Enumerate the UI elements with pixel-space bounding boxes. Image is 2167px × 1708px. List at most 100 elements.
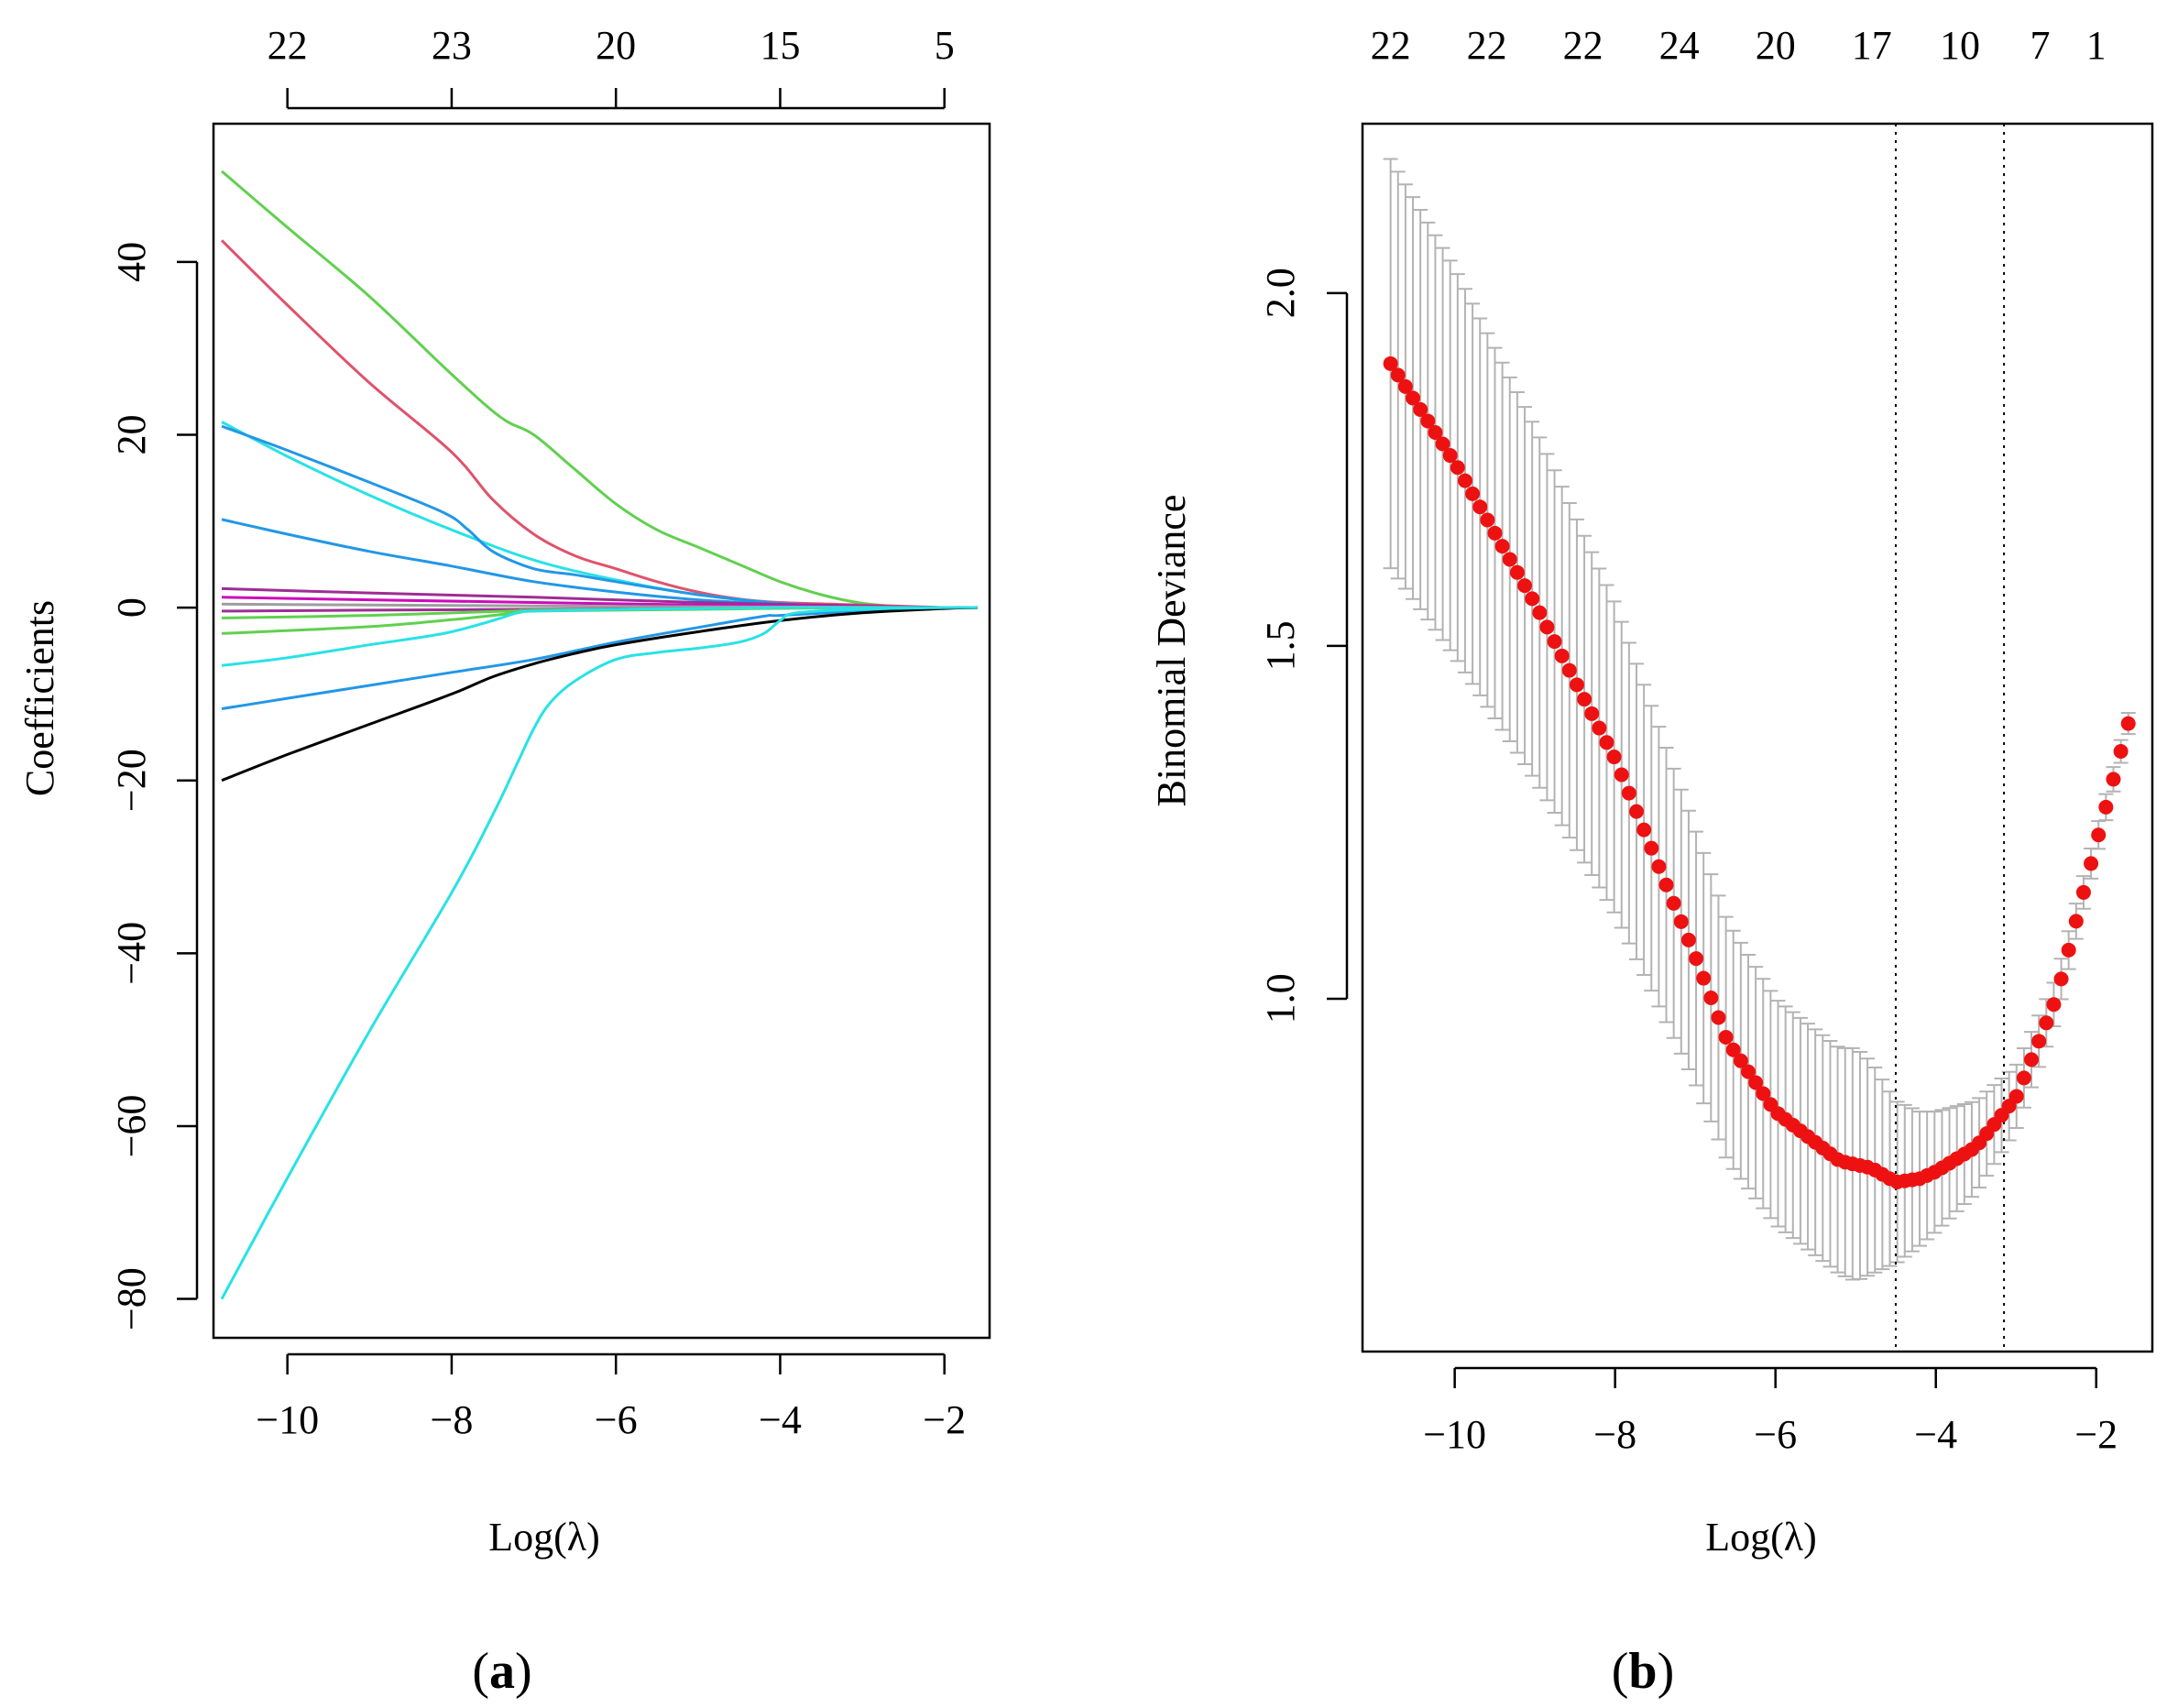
panel-label-b-letter: b: [1628, 1643, 1657, 1700]
a-x-tick-label: −8: [431, 1397, 474, 1442]
b-deviance-point: [1435, 436, 1450, 452]
b-deviance-point: [1592, 720, 1607, 736]
b-deviance-point: [1532, 605, 1548, 620]
b-deviance-point: [2113, 744, 2129, 760]
b-deviance-point: [1725, 1042, 1741, 1057]
a-x-tick-label: −10: [256, 1397, 319, 1442]
b-x-tick-label: −2: [2074, 1412, 2118, 1457]
panel-label-b: (b): [1612, 1643, 1674, 1700]
b-top-tick-label: 1: [2086, 23, 2107, 68]
b-deviance-point: [1569, 677, 1584, 693]
b-deviance-point: [2016, 1070, 2031, 1086]
b-y-tick-label: 1.0: [1258, 973, 1303, 1024]
b-deviance-point: [1457, 473, 1472, 488]
b-deviance-point: [1614, 767, 1629, 783]
a-series-line-black: [221, 606, 978, 783]
a-y-tick-label: −40: [109, 922, 154, 985]
b-x-tick-label: −8: [1593, 1412, 1636, 1457]
b-deviance-point: [1718, 1029, 1734, 1045]
b-deviance-point: [1666, 895, 1681, 911]
a-x-axis-title: Log(λ): [488, 1515, 600, 1560]
b-y-axis-title: Binomial Deviance: [1149, 495, 1194, 807]
b-deviance-point: [1539, 619, 1555, 635]
a-series-line-green: [221, 170, 978, 609]
b-deviance-point: [2024, 1052, 2040, 1068]
b-y-tick-label: 2.0: [1258, 268, 1303, 318]
b-top-tick-label: 17: [1852, 23, 1892, 68]
b-deviance-point: [1428, 424, 1443, 440]
b-deviance-point: [2091, 827, 2107, 843]
b-deviance-point: [1711, 1010, 1726, 1025]
b-deviance-point: [1748, 1075, 1764, 1090]
a-top-tick-label: 23: [432, 23, 472, 68]
a-x-tick-label: −6: [595, 1397, 638, 1442]
b-lambda-reference-lines: [1894, 124, 2006, 1352]
b-deviance-point: [1413, 401, 1428, 417]
b-deviance-point: [1494, 539, 1510, 554]
b-deviance-point: [1644, 840, 1659, 856]
b-deviance-point: [1442, 448, 1458, 464]
b-x-tick-label: −6: [1754, 1412, 1797, 1457]
panel-label-a-letter: a: [489, 1643, 515, 1700]
b-deviance-point: [1450, 460, 1465, 476]
b-deviance-point: [1406, 390, 1421, 406]
b-top-tick-label: 22: [1371, 23, 1411, 68]
b-deviance-point: [1629, 804, 1645, 819]
b-deviance-point: [1465, 486, 1481, 501]
b-deviance-point: [1561, 662, 1577, 678]
a-axes: −10 −8 −6 −4 −2 −80 −60 −40 −20 0 20 40 22 23 20 15 5: [109, 23, 966, 1442]
b-top-tick-label: 20: [1756, 23, 1796, 68]
b-deviance-point: [1397, 378, 1413, 394]
b-x-axis-title: Log(λ): [1705, 1515, 1817, 1560]
b-deviance-point: [1584, 706, 1600, 721]
b-x-tick-label: −10: [1423, 1412, 1486, 1457]
a-top-tick-label: 5: [935, 23, 955, 68]
b-deviance-point: [1480, 512, 1495, 528]
b-deviance-point: [2053, 971, 2069, 987]
a-y-tick-label: −60: [109, 1095, 154, 1158]
b-deviance-point: [1577, 692, 1592, 707]
b-top-tick-label: 7: [2030, 23, 2050, 68]
b-top-tick-label: 10: [1940, 23, 1980, 68]
b-deviance-point: [2106, 772, 2121, 787]
a-y-axis-title: Coefficients: [17, 600, 62, 796]
b-deviance-point: [2046, 997, 2062, 1013]
a-top-tick-label: 15: [760, 23, 800, 68]
b-axes: −10 −8 −6 −4 −2 1.0 1.5 2.0 22 22 22 24 20 17 10 7 1: [1258, 23, 2118, 1457]
a-x-tick-label: −4: [759, 1397, 802, 1442]
b-deviance-point: [2008, 1089, 2024, 1104]
a-x-tick-label: −2: [923, 1397, 966, 1442]
a-plot-frame: [212, 122, 991, 1340]
b-deviance-point: [1658, 877, 1674, 892]
b-deviance-point: [2031, 1034, 2047, 1049]
b-deviance-point: [1554, 648, 1570, 663]
b-top-tick-label: 22: [1467, 23, 1507, 68]
b-deviance-point: [1420, 413, 1436, 429]
b-deviance-point: [1651, 859, 1667, 874]
panel-b-binomial-deviance: −10 −8 −6 −4 −2 1.0 1.5 2.0 22 22 22 24 20 17 10 7 1 Log…: [1149, 23, 2154, 1560]
b-deviance-point: [2075, 884, 2091, 900]
b-deviance-point: [1733, 1053, 1748, 1068]
panel-a-coefficient-paths: −10 −8 −6 −4 −2 −80 −60 −40 −20 0 20 40 22 23 20 15 5 Lo…: [17, 23, 991, 1560]
b-deviance-point: [2084, 856, 2099, 871]
b-deviance-point: [1487, 525, 1503, 541]
a-series-line-blue-low: [221, 606, 978, 710]
b-deviance-point: [1703, 991, 1719, 1006]
b-y-tick-label: 1.5: [1258, 620, 1303, 671]
b-deviance-point: [1740, 1064, 1756, 1079]
b-deviance-point: [1636, 822, 1652, 838]
b-deviance-point: [2098, 799, 2114, 815]
b-x-tick-label: −4: [1914, 1412, 1957, 1457]
b-deviance-point: [1680, 932, 1696, 947]
b-deviance-point: [2120, 716, 2136, 731]
a-y-tick-label: 40: [109, 242, 154, 282]
a-top-tick-label: 22: [268, 23, 308, 68]
a-top-tick-label: 20: [596, 23, 636, 68]
a-y-tick-label: 20: [109, 415, 154, 455]
b-top-tick-label: 22: [1563, 23, 1603, 68]
b-deviance-point: [2068, 914, 2084, 929]
a-y-tick-label: 0: [109, 597, 154, 618]
b-deviance-point: [1599, 735, 1614, 750]
a-y-tick-label: −20: [109, 749, 154, 812]
